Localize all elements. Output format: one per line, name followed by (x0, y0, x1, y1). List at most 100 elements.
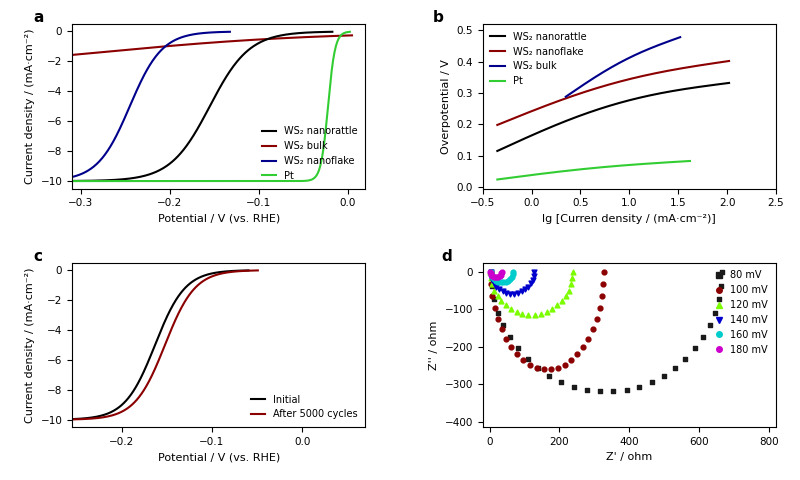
Point (494, 271, 507, 278)
Point (486, 292, 499, 300)
Point (486, 281, 498, 288)
Point (559, 292, 572, 300)
Point (486, 276, 498, 284)
Point (714, 282, 727, 289)
Legend: 80 mV, 100 mV, 120 mV, 140 mV, 160 mV, 180 mV: 80 mV, 100 mV, 120 mV, 140 mV, 160 mV, 1… (712, 267, 771, 358)
Point (551, 364, 564, 372)
Point (562, 287, 575, 295)
Point (522, 356, 534, 363)
Point (504, 290, 517, 298)
Point (566, 268, 579, 276)
Point (515, 288, 528, 295)
Point (499, 278, 512, 286)
X-axis label: Z' / ohm: Z' / ohm (606, 453, 653, 462)
Point (577, 343, 590, 351)
Point (528, 311, 541, 319)
Point (633, 383, 646, 391)
Point (495, 268, 508, 276)
Text: a: a (34, 11, 44, 25)
Point (598, 268, 610, 276)
Point (517, 356, 530, 364)
Point (488, 296, 501, 303)
Point (504, 275, 517, 283)
Point (594, 388, 606, 396)
Point (486, 273, 498, 281)
Y-axis label: Overpotential / V: Overpotential / V (441, 59, 451, 154)
Point (485, 271, 498, 278)
Text: b: b (433, 11, 444, 25)
Point (484, 268, 497, 276)
Point (512, 345, 525, 352)
Legend: WS₂ nanorattle, WS₂ bulk, WS₂ nanoflake, Pt: WS₂ nanorattle, WS₂ bulk, WS₂ nanoflake,… (258, 123, 361, 184)
Text: d: d (442, 249, 452, 264)
Point (495, 325, 508, 333)
Point (496, 288, 509, 295)
Point (658, 372, 670, 380)
Point (571, 350, 584, 358)
Point (504, 334, 517, 341)
Point (493, 286, 506, 293)
Point (486, 282, 498, 289)
Point (490, 273, 503, 281)
Y-axis label: Z'' / ohm: Z'' / ohm (429, 320, 439, 370)
Point (495, 270, 508, 277)
Point (486, 272, 498, 280)
Point (555, 378, 568, 386)
Point (565, 281, 578, 288)
Point (567, 383, 580, 391)
Point (558, 361, 571, 369)
Point (489, 273, 502, 281)
Point (522, 283, 535, 290)
Point (487, 275, 500, 283)
Point (530, 364, 543, 372)
Point (597, 280, 610, 288)
Point (538, 365, 550, 373)
Point (500, 335, 513, 343)
Point (534, 310, 547, 318)
Point (510, 350, 523, 358)
Point (512, 289, 525, 297)
Point (484, 268, 497, 276)
Point (709, 309, 722, 316)
Point (532, 364, 545, 372)
Point (544, 365, 557, 373)
Point (488, 304, 501, 312)
Point (510, 308, 523, 316)
Point (505, 305, 518, 313)
Point (495, 297, 508, 305)
Point (546, 305, 558, 313)
Point (555, 297, 568, 305)
Y-axis label: Current density / (mA·cm⁻²): Current density / (mA·cm⁻²) (25, 28, 35, 184)
Point (485, 272, 498, 280)
Point (506, 271, 519, 278)
Point (506, 273, 518, 281)
Point (505, 343, 518, 351)
Point (566, 275, 578, 282)
Point (500, 289, 513, 297)
Point (527, 272, 540, 280)
Point (524, 280, 537, 288)
Point (485, 280, 498, 288)
Point (528, 268, 541, 276)
Point (492, 309, 505, 316)
Point (497, 322, 510, 329)
Point (494, 278, 507, 286)
Point (499, 301, 512, 309)
Point (586, 325, 599, 333)
Y-axis label: Current density / (mA·cm⁻²): Current density / (mA·cm⁻²) (25, 267, 35, 423)
Point (502, 277, 514, 285)
Point (516, 310, 529, 318)
Point (519, 286, 532, 293)
Point (522, 311, 534, 319)
Point (506, 268, 519, 276)
Point (620, 386, 633, 394)
Legend: WS₂ nanorattle, WS₂ nanoflake, WS₂ bulk, Pt: WS₂ nanorattle, WS₂ nanoflake, WS₂ bulk,… (487, 29, 590, 89)
Point (490, 283, 502, 290)
Point (484, 268, 497, 276)
Point (484, 275, 497, 282)
Point (484, 268, 497, 276)
Point (646, 378, 658, 386)
Point (543, 372, 556, 380)
Point (565, 356, 578, 364)
Point (526, 276, 539, 284)
